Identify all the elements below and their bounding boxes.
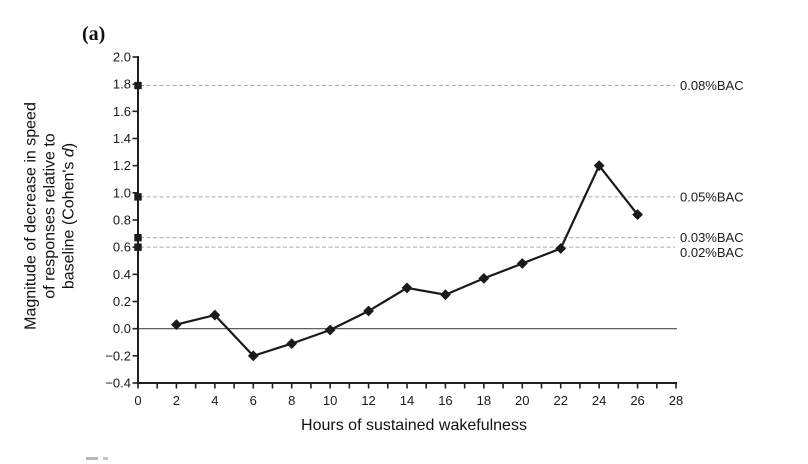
y-tick-label: 2.0 (113, 50, 131, 65)
x-tick-label: 0 (134, 393, 141, 408)
x-axis-title: Hours of sustained wakefulness (301, 417, 527, 434)
data-point-marker-20h (516, 258, 528, 269)
reference-label-0: 0.08%BAC (680, 78, 744, 93)
y-tick-label: 0.8 (113, 213, 131, 228)
x-tick-label: 18 (477, 393, 491, 408)
y-tick-label: 1.6 (113, 104, 131, 119)
data-point-marker-24h (593, 160, 605, 172)
x-tick-label: 2 (173, 393, 180, 408)
data-point-marker-10h (324, 324, 336, 336)
y-tick-label: 1.0 (113, 185, 131, 200)
y-tick-label: 0.6 (113, 240, 131, 255)
data-point-marker-26h (632, 209, 643, 220)
data-point-marker-14h (401, 282, 413, 294)
data-point-marker-6h (247, 350, 259, 362)
data-series-line (176, 163, 639, 358)
x-tick-label: 14 (400, 393, 414, 408)
y-tick-label: −0.4 (105, 376, 131, 391)
x-tick-label: 24 (592, 393, 606, 408)
x-tick-label: 4 (211, 393, 218, 408)
y-tick-label: −0.2 (105, 348, 131, 363)
y-tick-label: 1.8 (113, 77, 131, 92)
x-tick-label: 12 (361, 393, 375, 408)
cropped-artifact-1 (86, 457, 98, 460)
y-tick-label: 1.2 (113, 158, 131, 173)
x-tick-label: 20 (515, 393, 529, 408)
data-point-marker-4h (209, 309, 221, 321)
data-point-marker-2h (171, 319, 182, 330)
x-tick-label: 28 (669, 393, 683, 408)
reference-label-3: 0.02%BAC (680, 245, 744, 260)
y-tick-label: 1.4 (113, 131, 131, 146)
data-point-marker-16h (440, 289, 451, 301)
y-tick-label: 0.0 (113, 321, 131, 336)
reference-label-1: 0.05%BAC (680, 189, 744, 204)
x-tick-label: 16 (438, 393, 452, 408)
panel-label: (a) (82, 23, 106, 45)
x-tick-label: 26 (630, 393, 644, 408)
data-point-marker-22h (555, 243, 567, 254)
x-tick-label: 8 (288, 393, 295, 408)
x-tick-label: 6 (250, 393, 257, 408)
data-point-marker-8h (286, 338, 298, 350)
y-tick-label: 0.2 (113, 294, 131, 309)
cropped-artifact-2 (103, 457, 108, 460)
data-point-marker-12h (363, 305, 374, 317)
data-point-marker-18h (478, 273, 490, 284)
x-tick-label: 22 (553, 393, 567, 408)
x-tick-label: 10 (323, 393, 337, 408)
reference-label-2: 0.03%BAC (680, 230, 744, 245)
y-tick-label: 0.4 (113, 267, 131, 282)
